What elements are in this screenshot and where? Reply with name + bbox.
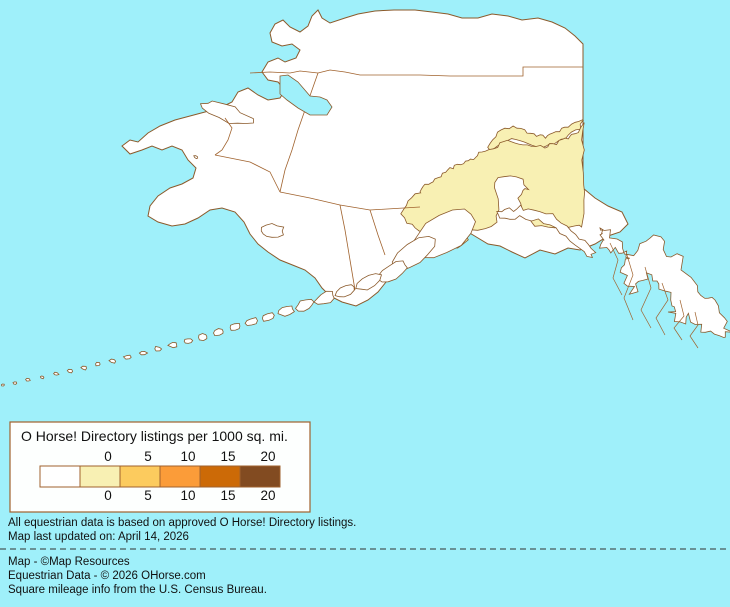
- svg-text:All equestrian data is based o: All equestrian data is based on approved…: [8, 517, 356, 529]
- svg-text:Equestrian Data - © 2026 OHors: Equestrian Data - © 2026 OHorse.com: [8, 570, 206, 582]
- svg-text:20: 20: [260, 449, 275, 464]
- svg-text:0: 0: [104, 488, 112, 503]
- svg-text:Square mileage info from the U: Square mileage info from the U.S. Census…: [8, 584, 267, 596]
- svg-text:Map - ©Map Resources: Map - ©Map Resources: [8, 556, 130, 568]
- svg-text:O Horse! Directory listings pe: O Horse! Directory listings per 1000 sq.…: [21, 428, 288, 444]
- svg-text:10: 10: [180, 488, 195, 503]
- svg-text:20: 20: [260, 488, 275, 503]
- svg-text:5: 5: [144, 488, 152, 503]
- svg-text:10: 10: [180, 449, 195, 464]
- svg-text:15: 15: [220, 488, 235, 503]
- svg-text:5: 5: [144, 449, 152, 464]
- svg-text:15: 15: [220, 449, 235, 464]
- svg-text:0: 0: [104, 449, 112, 464]
- svg-text:Map last updated on: April 14,: Map last updated on: April 14, 2026: [8, 531, 189, 543]
